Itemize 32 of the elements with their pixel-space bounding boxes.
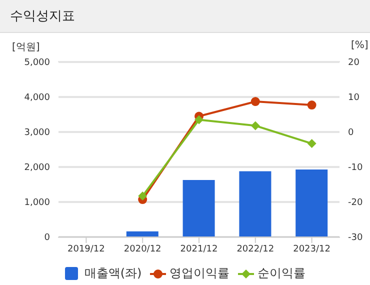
point (250, 121, 260, 130)
x-tick-label: 2023/12 (293, 244, 330, 254)
x-tick-label: 2021/12 (180, 244, 218, 254)
point (194, 115, 204, 124)
y-tick-label: 2,000 (24, 163, 50, 174)
legend-label: 영업이익률 (170, 265, 230, 282)
y-tick-label: 3,000 (24, 128, 50, 138)
y2-tick-label: -10 (348, 163, 363, 174)
y2-tick-label: 0 (348, 128, 354, 138)
y-tick-label: 4,000 (24, 93, 50, 104)
y-tick-label: 0 (44, 233, 50, 244)
y2-tick-label: 20 (348, 58, 360, 68)
point (307, 139, 316, 148)
x-tick-label: 2019/12 (68, 244, 105, 254)
x-tick-label: 2022/12 (236, 244, 274, 254)
y-tick-label: 1,000 (24, 198, 50, 208)
point (250, 97, 260, 106)
y2-tick-label: -20 (348, 198, 363, 208)
point (138, 192, 148, 201)
bar (296, 169, 328, 237)
point (307, 100, 316, 110)
legend-label: 순이익률 (258, 265, 306, 282)
bar (239, 171, 272, 237)
y-axis-title: [억원] (12, 41, 40, 54)
y2-axis-title: [%] (351, 40, 368, 51)
y-tick-label: 5,000 (24, 58, 50, 68)
chart-title: 수익성지표 (0, 0, 370, 33)
y2-tick-label: -30 (348, 233, 363, 244)
x-tick-label: 2020/12 (124, 244, 162, 254)
bar (182, 180, 215, 237)
legend-label: 매출액(좌) (84, 265, 142, 282)
y2-tick-label: 10 (348, 93, 360, 104)
